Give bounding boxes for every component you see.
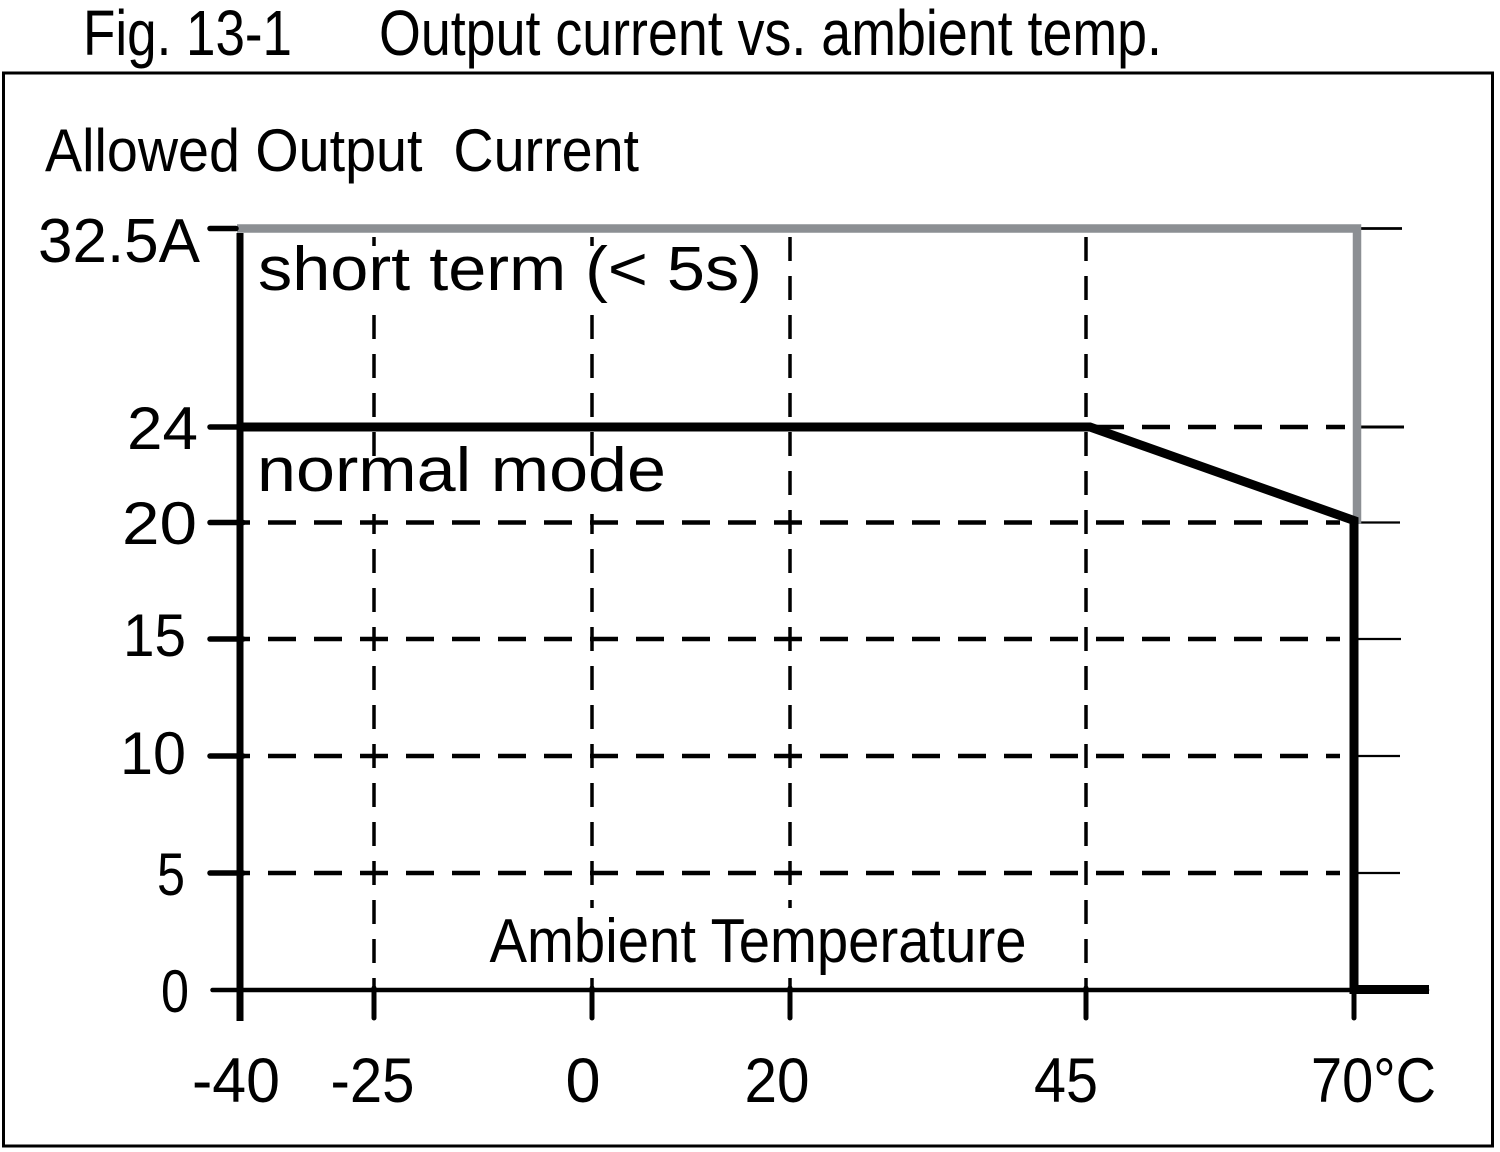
svg-text:-40: -40 (192, 1046, 280, 1116)
svg-text:0: 0 (565, 1046, 600, 1116)
svg-text:24: 24 (127, 395, 198, 462)
svg-text:45: 45 (1034, 1046, 1098, 1116)
svg-text:15: 15 (123, 602, 186, 669)
svg-text:short term (< 5s): short term (< 5s) (258, 235, 762, 304)
svg-text:Ambient Temperature: Ambient Temperature (490, 907, 1027, 976)
svg-text:20: 20 (122, 490, 197, 557)
svg-text:32.5A: 32.5A (38, 207, 201, 276)
svg-text:5: 5 (157, 841, 185, 908)
svg-text:-25: -25 (331, 1046, 415, 1116)
svg-text:Allowed Output Current: Allowed Output Current (45, 117, 639, 184)
svg-text:Fig. 13-1: Fig. 13-1 (83, 0, 292, 69)
svg-text:70°C: 70°C (1311, 1046, 1436, 1116)
svg-text:Output current vs. ambient tem: Output current vs. ambient temp. (379, 0, 1162, 69)
svg-text:0: 0 (161, 958, 189, 1025)
svg-text:10: 10 (120, 720, 186, 787)
svg-text:normal mode: normal mode (257, 436, 666, 505)
svg-text:20: 20 (745, 1046, 810, 1116)
